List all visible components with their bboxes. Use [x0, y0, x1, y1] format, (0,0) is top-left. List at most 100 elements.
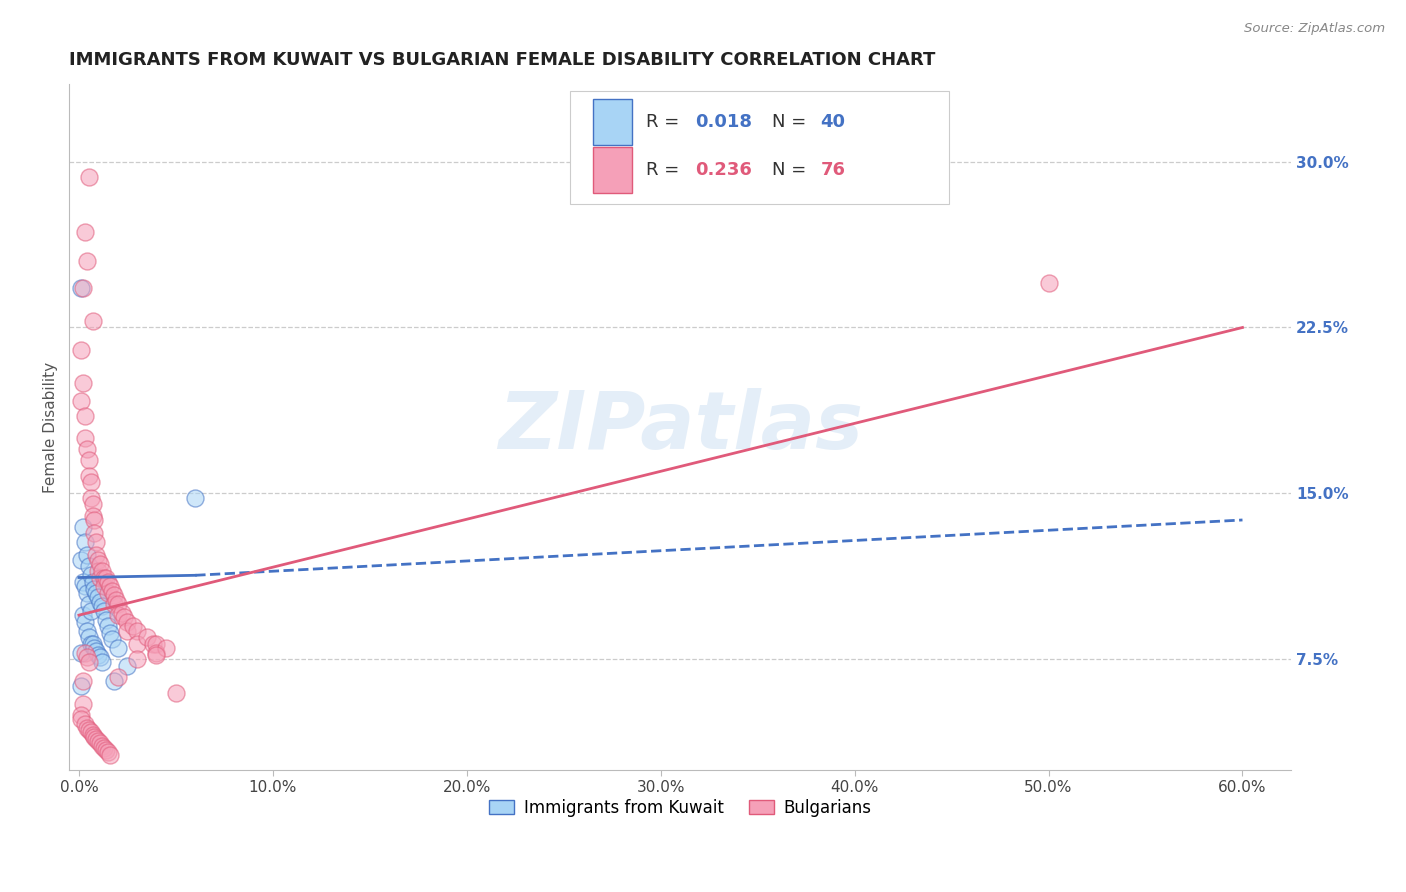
Point	[112, 610, 135, 624]
Point	[94, 613, 117, 627]
Point	[77, 723, 100, 738]
Point	[82, 637, 104, 651]
Point	[1038, 277, 1060, 291]
Point	[70, 553, 93, 567]
Point	[70, 712, 93, 726]
Point	[86, 586, 108, 600]
Point	[104, 592, 127, 607]
Point	[135, 630, 157, 644]
Text: 40: 40	[821, 113, 845, 131]
Point	[165, 685, 187, 699]
Point	[76, 549, 98, 563]
Point	[79, 475, 101, 490]
Text: Source: ZipAtlas.com: Source: ZipAtlas.com	[1244, 22, 1385, 36]
Point	[86, 535, 108, 549]
FancyBboxPatch shape	[571, 91, 949, 204]
Y-axis label: Female Disability: Female Disability	[44, 361, 58, 492]
Point	[91, 564, 114, 578]
Point	[82, 728, 104, 742]
Point	[77, 559, 100, 574]
Point	[89, 558, 111, 572]
Point	[103, 674, 125, 689]
Point	[73, 225, 96, 239]
Point	[76, 721, 98, 735]
Point	[107, 670, 129, 684]
Point	[73, 409, 96, 423]
Text: 0.018: 0.018	[695, 113, 752, 131]
Point	[76, 650, 98, 665]
Point	[79, 637, 101, 651]
Point	[82, 498, 104, 512]
Point	[87, 734, 110, 748]
Point	[127, 637, 149, 651]
Point	[87, 564, 110, 578]
Point	[79, 491, 101, 505]
Point	[77, 169, 100, 184]
Point	[91, 655, 114, 669]
Point	[93, 579, 115, 593]
Text: ZIPatlas: ZIPatlas	[498, 388, 863, 466]
Point	[86, 732, 108, 747]
Point	[82, 574, 104, 589]
FancyBboxPatch shape	[593, 147, 633, 193]
Point	[103, 588, 125, 602]
Point	[127, 624, 149, 638]
Point	[117, 659, 139, 673]
Point	[101, 583, 124, 598]
Point	[73, 579, 96, 593]
Point	[89, 736, 111, 750]
Point	[70, 679, 93, 693]
Point	[73, 615, 96, 629]
Text: 0.236: 0.236	[695, 161, 752, 179]
Point	[98, 747, 121, 762]
Point	[97, 586, 120, 600]
Text: IMMIGRANTS FROM KUWAIT VS BULGARIAN FEMALE DISABILITY CORRELATION CHART: IMMIGRANTS FROM KUWAIT VS BULGARIAN FEMA…	[69, 51, 935, 69]
Point	[83, 582, 105, 596]
Point	[83, 513, 105, 527]
Point	[76, 254, 98, 268]
Point	[155, 641, 177, 656]
Point	[76, 624, 98, 638]
Point	[72, 519, 94, 533]
Point	[184, 491, 207, 505]
Point	[86, 549, 108, 563]
Point	[76, 586, 98, 600]
Point	[87, 648, 110, 662]
Point	[72, 574, 94, 589]
Point	[72, 281, 94, 295]
Point	[79, 568, 101, 582]
Point	[70, 646, 93, 660]
Text: N =: N =	[772, 113, 811, 131]
Point	[70, 281, 93, 295]
Point	[93, 570, 115, 584]
Text: R =: R =	[645, 161, 685, 179]
Text: 76: 76	[821, 161, 845, 179]
Point	[77, 630, 100, 644]
Point	[97, 574, 120, 589]
Point	[73, 535, 96, 549]
Point	[103, 597, 125, 611]
Point	[77, 655, 100, 669]
Point	[127, 652, 149, 666]
Point	[70, 393, 93, 408]
Point	[89, 650, 111, 665]
Point	[82, 508, 104, 523]
Point	[89, 570, 111, 584]
Point	[98, 579, 121, 593]
Point	[87, 591, 110, 605]
Point	[89, 595, 111, 609]
Point	[107, 641, 129, 656]
Text: R =: R =	[645, 113, 685, 131]
Point	[101, 632, 124, 647]
Point	[145, 648, 167, 662]
Point	[73, 716, 96, 731]
Point	[122, 619, 145, 633]
Point	[72, 608, 94, 623]
Point	[70, 343, 93, 357]
Point	[98, 625, 121, 640]
Point	[77, 468, 100, 483]
Point	[86, 643, 108, 657]
Point	[117, 615, 139, 629]
FancyBboxPatch shape	[593, 99, 633, 145]
Point	[83, 526, 105, 541]
